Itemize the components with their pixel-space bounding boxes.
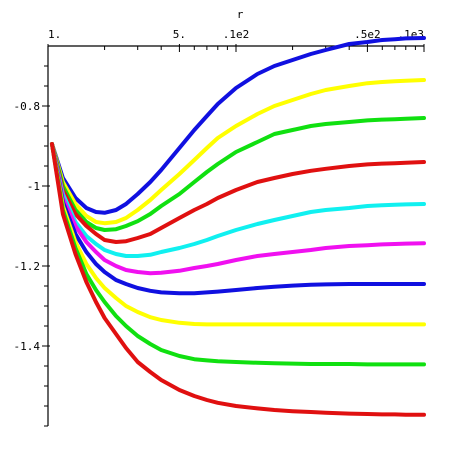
series-line-7 (49, 142, 426, 296)
y-tick-label: -1.2 (14, 260, 41, 273)
y-tick-label: -0.8 (14, 100, 41, 113)
x-tick-label: 1. (48, 28, 61, 41)
series-line-9 (49, 142, 426, 367)
series-line-6 (49, 142, 426, 276)
y-tick-label: -1.4 (14, 340, 41, 353)
series-line-3 (49, 116, 426, 232)
ticks-layer (42, 44, 425, 427)
series-line-10 (49, 142, 426, 417)
series-layer (49, 36, 426, 417)
labels-layer: 1. 5. .1e2.5e2.1e3-0.8-1-1.2-1.4r (14, 8, 425, 353)
series-line-4 (49, 142, 426, 244)
series-line-5 (49, 142, 426, 258)
x-tick-label: .1e2 (223, 28, 250, 41)
y-tick-label: -1 (27, 180, 40, 193)
series-line-1 (49, 36, 426, 215)
series-line-8 (49, 142, 426, 327)
x-tick-label: .5e2 (354, 28, 381, 41)
series-line-2 (49, 78, 426, 226)
x-tick-label: 5. (173, 28, 186, 41)
x-axis-title: r (237, 8, 244, 21)
axes-layer (47, 45, 424, 426)
